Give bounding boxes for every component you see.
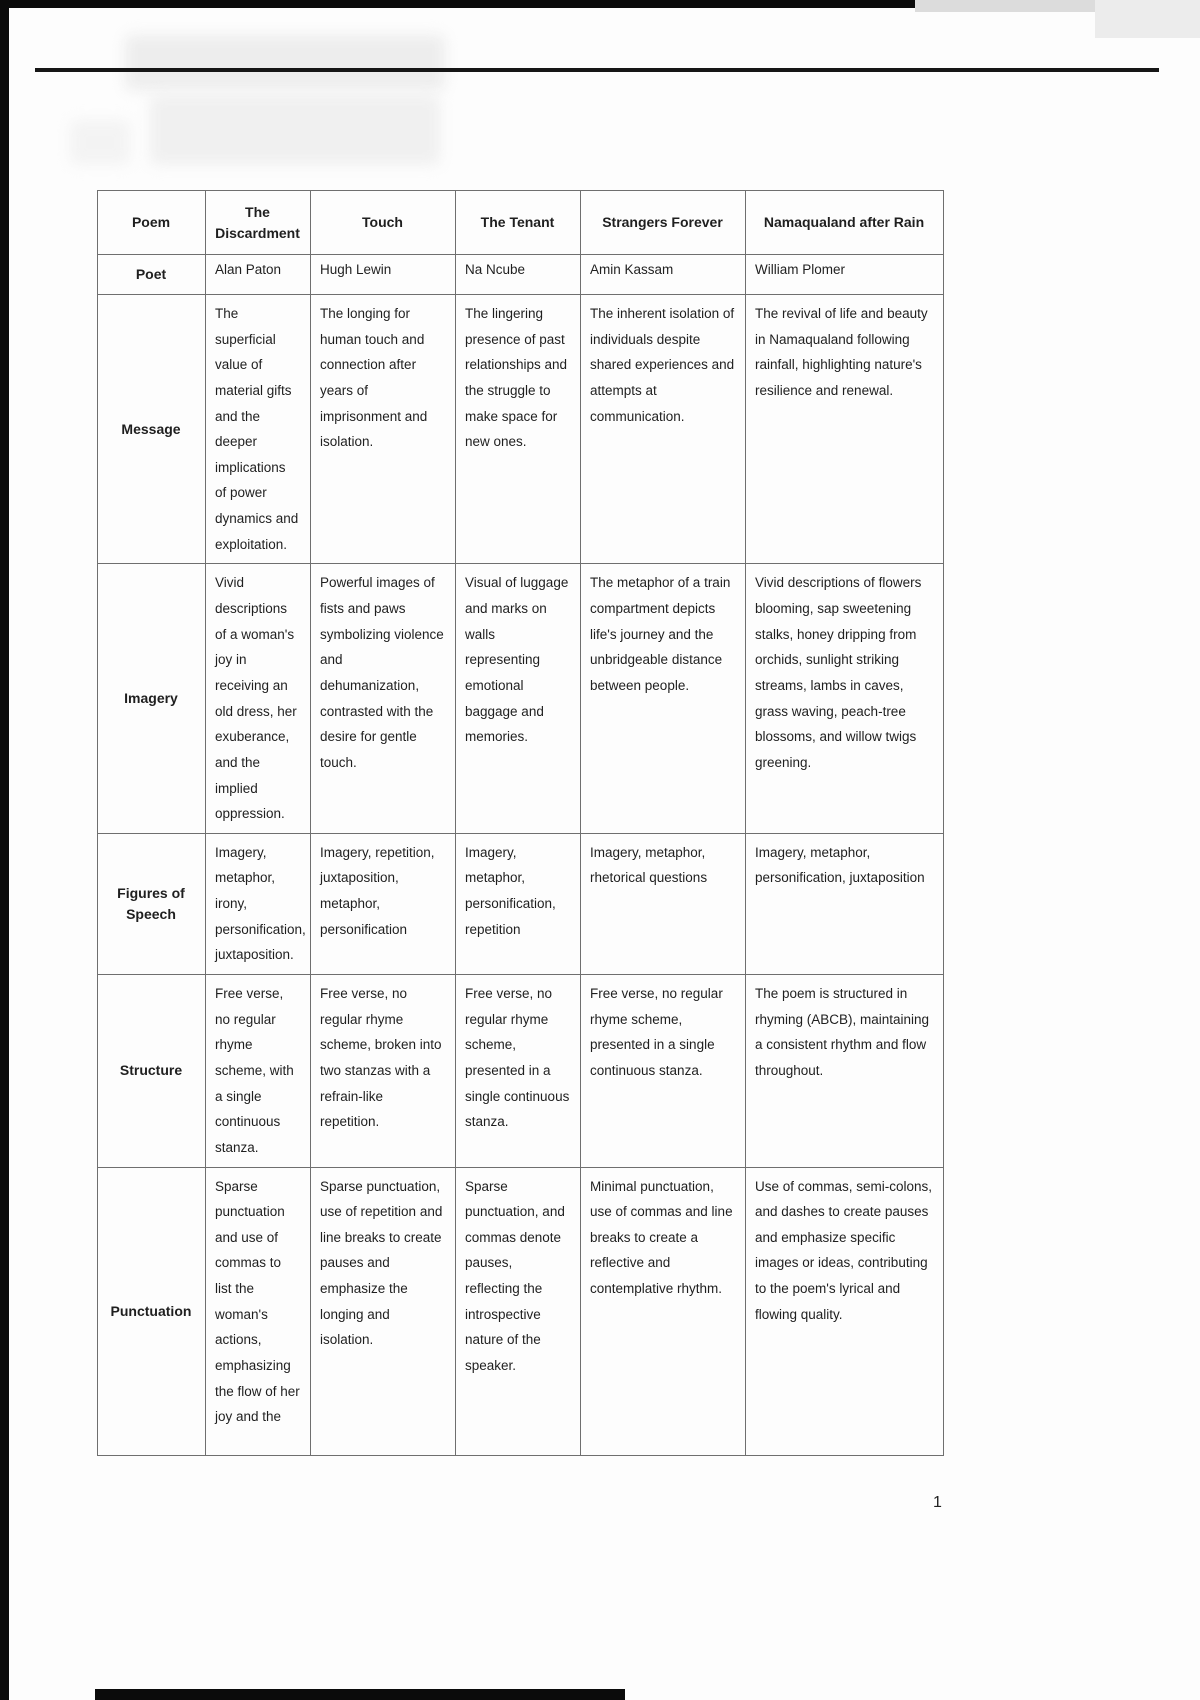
scan-smudge — [150, 95, 440, 165]
table-cell: William Plomer — [745, 254, 944, 295]
scan-smudge — [125, 35, 445, 90]
top-horizontal-rule — [35, 68, 1159, 72]
table-cell: The longing for human touch and connecti… — [310, 293, 456, 565]
column-header-strangers: Strangers Forever — [580, 190, 746, 255]
table-cell: Free verse, no regular rhyme scheme, pre… — [455, 974, 581, 1168]
table-cell: The revival of life and beauty in Namaqu… — [745, 293, 944, 565]
row-header-punctuation: Punctuation — [97, 1166, 206, 1456]
column-header-touch: Touch — [310, 190, 456, 255]
table-cell: Imagery, metaphor, rhetorical questions — [580, 832, 746, 976]
scan-edge-top — [0, 0, 938, 8]
table-cell: Na Ncube — [455, 254, 581, 295]
scan-smudge — [70, 120, 130, 165]
row-header-figures-of-speech: Figures of Speech — [97, 832, 206, 976]
table-cell: Imagery, metaphor, personification, juxt… — [745, 832, 944, 976]
table-cell: Sparse punctuation, use of repetition an… — [310, 1166, 456, 1456]
column-header-discardment: The Discardment — [205, 190, 311, 255]
column-header-namaqualand: Namaqualand after Rain — [745, 190, 944, 255]
table-row-imagery: Imagery Vivid descriptions of a woman's … — [97, 563, 944, 834]
column-header-tenant: The Tenant — [455, 190, 581, 255]
table-header-row: Poem The Discardment Touch The Tenant St… — [97, 190, 944, 255]
table-cell: The inherent isolation of individuals de… — [580, 293, 746, 565]
scan-edge-bottom — [95, 1689, 625, 1700]
scan-corner-block — [1095, 0, 1200, 38]
table-cell: Sparse punctuation and use of commas to … — [205, 1166, 311, 1456]
table-cell: Hugh Lewin — [310, 254, 456, 295]
table-cell: Imagery, metaphor, irony, personificatio… — [205, 832, 311, 976]
table-cell: Free verse, no regular rhyme scheme, pre… — [580, 974, 746, 1168]
table-cell: The metaphor of a train compartment depi… — [580, 563, 746, 834]
table-cell: Vivid descriptions of flowers blooming, … — [745, 563, 944, 834]
table-row-punctuation: Punctuation Sparse punctuation and use o… — [97, 1166, 944, 1456]
table-cell: Vivid descriptions of a woman's joy in r… — [205, 563, 311, 834]
poem-comparison-table: Poem The Discardment Touch The Tenant St… — [97, 190, 944, 1456]
table-cell: Imagery, metaphor, personification, repe… — [455, 832, 581, 976]
table-cell: Minimal punctuation, use of commas and l… — [580, 1166, 746, 1456]
table-row-message: Message The superficial value of materia… — [97, 293, 944, 565]
table-row-structure: Structure Free verse, no regular rhyme s… — [97, 974, 944, 1168]
table-cell: The lingering presence of past relations… — [455, 293, 581, 565]
table-cell: Visual of luggage and marks on walls rep… — [455, 563, 581, 834]
table-cell: Imagery, repetition, juxtaposition, meta… — [310, 832, 456, 976]
row-header-structure: Structure — [97, 974, 206, 1168]
table-cell: Sparse punctuation, and commas denote pa… — [455, 1166, 581, 1456]
table-cell: Alan Paton — [205, 254, 311, 295]
column-header-poem: Poem — [97, 190, 206, 255]
scan-edge-left — [0, 0, 9, 1700]
page-number: 1 — [933, 1494, 942, 1511]
table-row-poet: Poet Alan Paton Hugh Lewin Na Ncube Amin… — [97, 254, 944, 295]
table-cell: Amin Kassam — [580, 254, 746, 295]
table-cell: Free verse, no regular rhyme scheme, bro… — [310, 974, 456, 1168]
table-cell: The poem is structured in rhyming (ABCB)… — [745, 974, 944, 1168]
table-cell: The superficial value of material gifts … — [205, 293, 311, 565]
table-cell: Powerful images of fists and paws symbol… — [310, 563, 456, 834]
row-header-poet: Poet — [97, 254, 206, 295]
row-header-message: Message — [97, 293, 206, 565]
table-row-figures-of-speech: Figures of Speech Imagery, metaphor, iro… — [97, 832, 944, 976]
table-cell: Free verse, no regular rhyme scheme, wit… — [205, 974, 311, 1168]
table-cell: Use of commas, semi-colons, and dashes t… — [745, 1166, 944, 1456]
row-header-imagery: Imagery — [97, 563, 206, 834]
